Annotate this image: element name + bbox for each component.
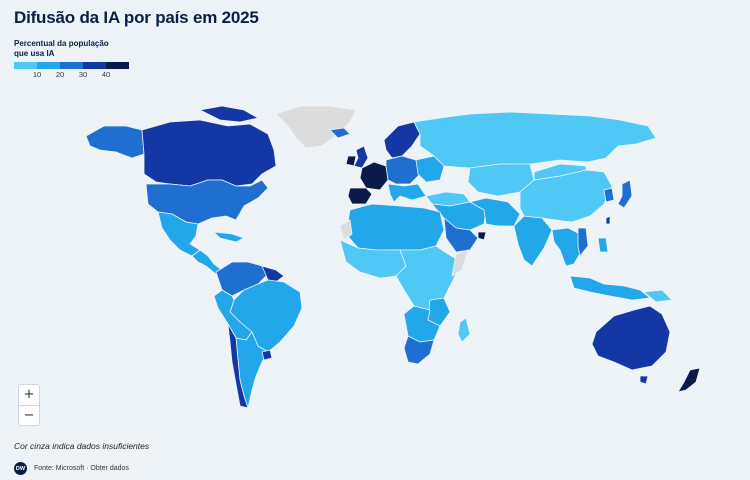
region-central-america[interactable]: [191, 249, 223, 275]
region-chile[interactable]: [227, 323, 249, 409]
region-southeast-asia[interactable]: [551, 227, 583, 267]
region-new-zealand[interactable]: [677, 367, 701, 393]
legend-color-scale: [14, 62, 134, 69]
region-uae[interactable]: [477, 231, 487, 241]
legend-tick: 20: [55, 70, 65, 79]
region-mongolia[interactable]: [533, 163, 587, 181]
legend-swatch-4: [83, 62, 106, 69]
region-alaska[interactable]: [85, 125, 145, 159]
region-italy-balkans[interactable]: [387, 183, 427, 203]
region-greenland[interactable]: [275, 105, 357, 149]
legend-tick: 40: [101, 70, 111, 79]
dw-logo-icon: DW: [14, 462, 27, 475]
region-tasmania[interactable]: [639, 375, 649, 385]
region-japan[interactable]: [617, 179, 633, 209]
legend: Percentual da população que usa IA 10 20…: [14, 39, 134, 79]
region-iberia[interactable]: [347, 187, 373, 205]
region-canada-islands[interactable]: [199, 105, 259, 123]
region-madagascar[interactable]: [457, 317, 471, 343]
zoom-control: + −: [18, 384, 40, 426]
region-western-sahara[interactable]: [339, 219, 353, 241]
region-taiwan[interactable]: [605, 215, 611, 225]
region-france[interactable]: [359, 161, 389, 191]
legend-swatch-3: [60, 62, 83, 69]
region-caribbean[interactable]: [213, 231, 245, 243]
region-guianas[interactable]: [261, 265, 285, 283]
region-ireland[interactable]: [345, 155, 357, 167]
region-russia[interactable]: [413, 111, 657, 169]
legend-tick: 30: [78, 70, 88, 79]
region-somalia[interactable]: [451, 249, 469, 277]
legend-title: Percentual da população que usa IA: [14, 39, 109, 58]
region-central-europe[interactable]: [385, 155, 421, 185]
zoom-in-button[interactable]: +: [19, 385, 39, 405]
legend-swatch-2: [37, 62, 60, 69]
map-title: Difusão da IA por país em 2025: [14, 8, 259, 27]
region-papua[interactable]: [643, 289, 673, 303]
source-line: DW Fonte: Microsoft · Obter dados: [14, 462, 129, 475]
region-iceland[interactable]: [329, 127, 351, 139]
source-text[interactable]: Fonte: Microsoft · Obter dados: [34, 465, 129, 472]
region-scandinavia[interactable]: [383, 121, 421, 159]
region-australia[interactable]: [591, 305, 671, 371]
region-vietnam[interactable]: [577, 227, 589, 257]
region-north-africa[interactable]: [345, 203, 445, 251]
region-canada[interactable]: [141, 119, 277, 187]
legend-swatch-1: [14, 62, 37, 69]
region-south-africa[interactable]: [403, 335, 435, 365]
region-indonesia[interactable]: [569, 275, 651, 301]
footnote: Cor cinza indica dados insuficientes: [14, 441, 150, 451]
world-choropleth-map[interactable]: [0, 100, 750, 420]
legend-tick: 10: [32, 70, 42, 79]
region-korea[interactable]: [603, 187, 615, 203]
region-mexico[interactable]: [157, 211, 201, 257]
region-uruguay[interactable]: [261, 349, 273, 361]
region-saudi-arabia[interactable]: [443, 217, 479, 253]
region-india[interactable]: [513, 215, 553, 267]
zoom-out-button[interactable]: −: [19, 405, 39, 425]
region-philippines[interactable]: [597, 237, 609, 253]
region-central-africa[interactable]: [395, 245, 463, 311]
legend-ticks: 10 20 30 40: [14, 69, 129, 79]
legend-swatch-5: [106, 62, 129, 69]
